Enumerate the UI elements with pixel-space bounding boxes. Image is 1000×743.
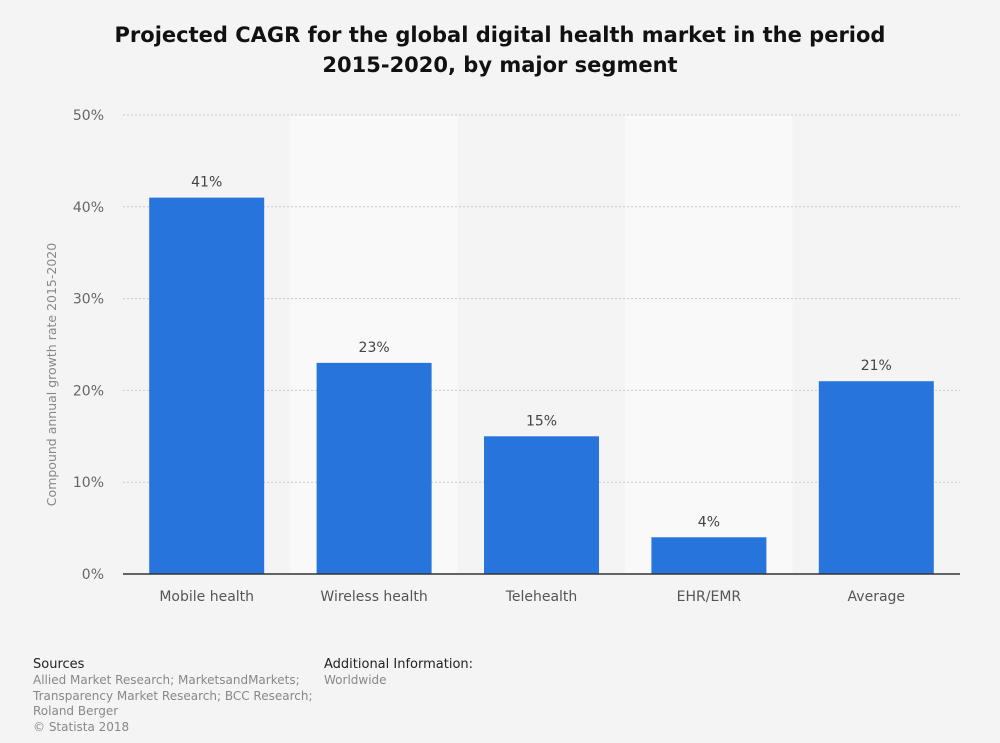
bar xyxy=(316,362,432,574)
source-line: Transparency Market Research; BCC Resear… xyxy=(33,688,313,703)
additional-info-section: Additional Information: Worldwide xyxy=(324,657,473,689)
x-tick-label: Average xyxy=(848,589,906,605)
y-tick-label: 40% xyxy=(73,200,104,216)
additional-info-heading: Additional Information: xyxy=(324,657,474,672)
column-stripe xyxy=(625,115,793,574)
chart-title-line-2: 2015-2020, by major segment xyxy=(322,53,678,77)
copyright: © Statista 2018 xyxy=(33,719,130,734)
data-label: 15% xyxy=(526,413,557,429)
source-line: Roland Berger xyxy=(33,704,119,718)
sources-heading: Sources xyxy=(33,657,85,672)
x-tick-label: Mobile health xyxy=(159,589,254,605)
y-tick-label: 10% xyxy=(73,475,104,491)
x-tick-label: Telehealth xyxy=(505,589,578,605)
chart-title-line-1: Projected CAGR for the global digital he… xyxy=(114,23,886,47)
data-label: 23% xyxy=(359,340,390,356)
bar xyxy=(818,381,934,574)
bar-chart: 41% 23% 15% 4% 21% 0% 10% 20% 30% 40% 50% Mobile … xyxy=(44,108,960,605)
additional-info-value: Worldwide xyxy=(324,673,387,687)
bar xyxy=(484,436,599,574)
data-label: 21% xyxy=(861,358,892,374)
y-tick-label: 0% xyxy=(82,567,104,583)
data-label: 4% xyxy=(698,514,720,530)
data-label: 41% xyxy=(191,175,222,191)
y-axis-label: Compound annual growth rate 2015-2020 xyxy=(44,243,59,506)
x-tick-label: EHR/EMR xyxy=(677,589,742,605)
y-tick-label: 50% xyxy=(73,108,104,124)
y-tick-label: 20% xyxy=(73,383,104,399)
sources-section: Sources Allied Market Research; Marketsa… xyxy=(33,657,313,735)
chart-title: Projected CAGR for the global digital he… xyxy=(0,20,1000,80)
bar xyxy=(651,537,767,574)
bar xyxy=(149,197,265,574)
x-tick-label: Wireless health xyxy=(320,589,427,605)
source-line: Allied Market Research; MarketsandMarket… xyxy=(33,673,300,687)
y-tick-label: 30% xyxy=(73,292,104,308)
